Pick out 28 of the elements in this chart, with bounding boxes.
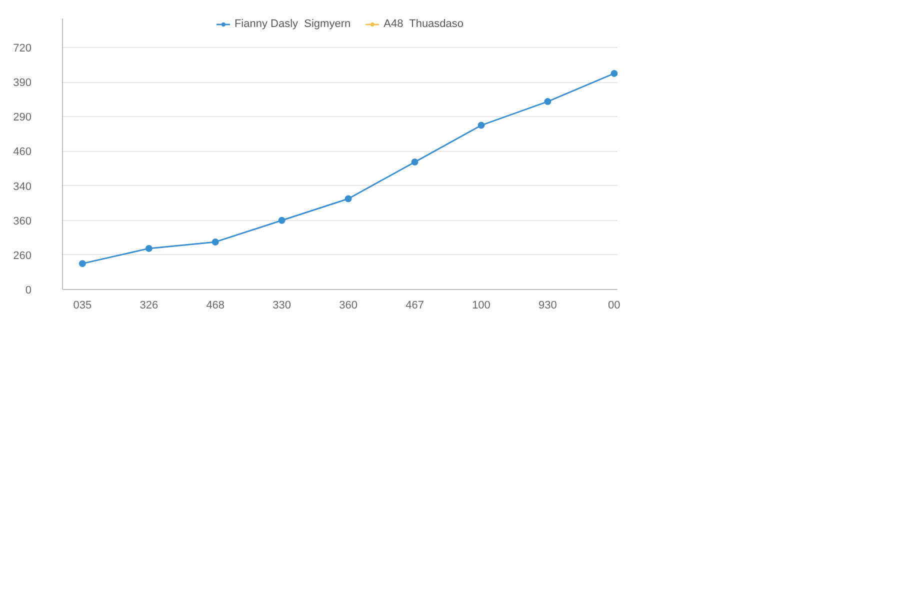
x-tick-label: 00 — [608, 300, 620, 312]
x-tick-label: 035 — [73, 300, 92, 312]
point — [411, 158, 418, 166]
point — [145, 244, 152, 252]
text: 290 — [13, 112, 32, 124]
text: 390 — [13, 77, 32, 90]
point — [544, 98, 552, 106]
x-tick-label: 326 — [140, 300, 158, 312]
text: 0 — [25, 284, 32, 296]
x-tick-label: 330 — [272, 300, 292, 312]
text: 460 — [13, 146, 32, 158]
point — [212, 238, 219, 246]
point — [344, 195, 352, 202]
point — [78, 260, 86, 268]
text: 360 — [13, 215, 32, 228]
text: 260 — [13, 250, 32, 262]
text: 720 — [13, 42, 32, 55]
legend-label: A48 Thuasdaso — [384, 18, 464, 30]
text: 340 — [13, 180, 32, 193]
x-tick-label: 467 — [406, 300, 424, 312]
x-tick-label: 930 — [538, 300, 557, 312]
legend-label: Fianny Dasly Sigmyern — [234, 18, 351, 30]
x-tick-label: 468 — [206, 300, 225, 312]
point — [610, 70, 618, 77]
point — [478, 122, 485, 129]
x-tick-label: 100 — [472, 300, 490, 312]
x-tick-label: 360 — [339, 300, 358, 312]
point — [278, 216, 286, 224]
